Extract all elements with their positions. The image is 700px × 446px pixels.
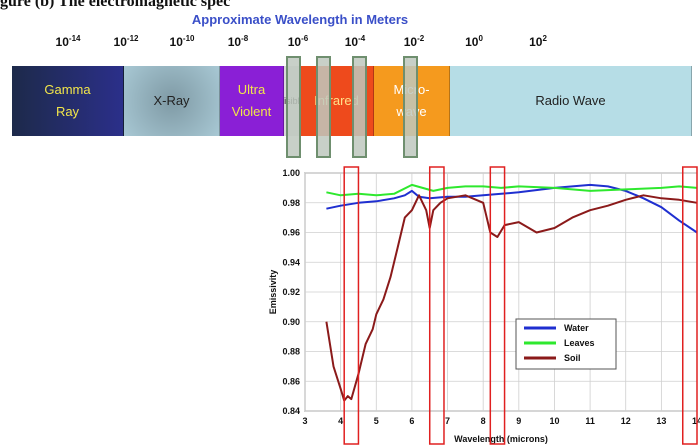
spectrum-tick-label: 10-10 xyxy=(170,34,195,49)
x-tick-label: 6 xyxy=(409,416,414,426)
atmospheric-window-highlight xyxy=(428,166,445,445)
spectrum-band-label: Radio Wave xyxy=(535,93,606,108)
x-tick-label: 12 xyxy=(621,416,631,426)
legend-label: Water xyxy=(564,323,589,333)
spectrum-tick-exponent: -12 xyxy=(126,34,139,43)
spectrum-band-label: Ray xyxy=(55,104,80,119)
spectrum-tick-base: 10 xyxy=(287,35,302,49)
x-tick-label: 13 xyxy=(656,416,666,426)
spectrum-tick-base: 10 xyxy=(55,35,69,49)
spectrum-tick-base: 10 xyxy=(465,35,479,49)
spectrum-tick-base: 10 xyxy=(113,35,127,49)
atmospheric-window-highlight xyxy=(343,166,360,445)
y-tick-label: 0.96 xyxy=(282,228,300,238)
spectrum-tick-label: 10-6 xyxy=(288,34,308,49)
y-axis-label: Emissivity xyxy=(268,270,278,315)
spectrum-tick-exponent: -6 xyxy=(301,34,309,43)
y-tick-label: 0.84 xyxy=(282,406,300,416)
x-tick-label: 9 xyxy=(516,416,521,426)
spectrum-tick-label: 10-8 xyxy=(228,34,248,49)
spectrum-tick-label: 10-14 xyxy=(56,34,81,49)
spectrum-tick-exponent: -2 xyxy=(417,34,425,43)
x-tick-label: 4 xyxy=(338,416,343,426)
atmospheric-window-2 xyxy=(316,56,331,158)
x-tick-label: 14 xyxy=(692,416,700,426)
spectrum-tick-base: 10 xyxy=(227,35,242,49)
atmospheric-window-4 xyxy=(403,56,418,158)
spectrum-tick-base: 10 xyxy=(344,35,359,49)
y-tick-label: 0.88 xyxy=(282,347,300,357)
spectrum-band-label: Violent xyxy=(231,104,272,119)
spectrum-tick-label: 10-4 xyxy=(345,34,365,49)
y-tick-label: 0.98 xyxy=(282,198,300,208)
spectrum-tick-label: 10-2 xyxy=(404,34,424,49)
x-axis-label: Wavelength (microns) xyxy=(454,434,548,444)
spectrum-tick-exponent: -14 xyxy=(68,34,81,43)
spectrum-tick-base: 10 xyxy=(529,35,543,49)
x-tick-label: 8 xyxy=(481,416,486,426)
atmospheric-window-highlight xyxy=(489,166,506,445)
spectrum-tick-exponent: 2 xyxy=(542,34,547,43)
x-tick-label: 11 xyxy=(585,416,595,426)
spectrum-tick-exponent: -4 xyxy=(358,34,366,43)
atmospheric-window-1 xyxy=(286,56,301,158)
figure-caption: gure (b) The electromagnetic spectrum xyxy=(0,0,230,10)
x-tick-label: 3 xyxy=(302,416,307,426)
atmospheric-window-3 xyxy=(352,56,367,158)
spectrum-band-label: X-Ray xyxy=(153,93,190,108)
spectrum-band: X-Ray xyxy=(124,66,220,136)
spectrum-band: Ultra Violent xyxy=(220,66,284,136)
y-tick-label: 0.92 xyxy=(282,287,300,297)
spectrum-tick-exponent: -10 xyxy=(182,34,195,43)
spectrum-band-label: Ultra xyxy=(237,82,266,97)
y-tick-label: 0.90 xyxy=(282,317,300,327)
spectrum-tick-label: 102 xyxy=(529,34,547,49)
spectrum-tick-label: 10-12 xyxy=(114,34,139,49)
legend-label: Leaves xyxy=(564,338,595,348)
spectrum-tick-exponent: -8 xyxy=(241,34,249,43)
x-tick-label: 10 xyxy=(549,416,559,426)
x-tick-label: 7 xyxy=(445,416,450,426)
x-tick-label: 5 xyxy=(374,416,379,426)
spectrum-band: Gamma Ray xyxy=(12,66,124,136)
y-tick-label: 0.94 xyxy=(282,257,300,267)
y-tick-label: 0.86 xyxy=(282,376,300,386)
series-line-leaves xyxy=(326,183,698,197)
spectrum-tick-label: 100 xyxy=(465,34,483,49)
spectrum-band: Radio Wave xyxy=(450,66,692,136)
spectrum-tick-base: 10 xyxy=(169,35,183,49)
y-tick-label: 1.00 xyxy=(282,168,300,178)
atmospheric-window-highlight xyxy=(681,166,698,445)
spectrum-band-label: Gamma xyxy=(44,82,91,97)
legend-label: Soil xyxy=(564,353,581,363)
spectrum-tick-exponent: 0 xyxy=(478,34,483,43)
spectrum-tick-base: 10 xyxy=(403,35,418,49)
spectrum-title: Approximate Wavelength in Meters xyxy=(191,12,409,27)
